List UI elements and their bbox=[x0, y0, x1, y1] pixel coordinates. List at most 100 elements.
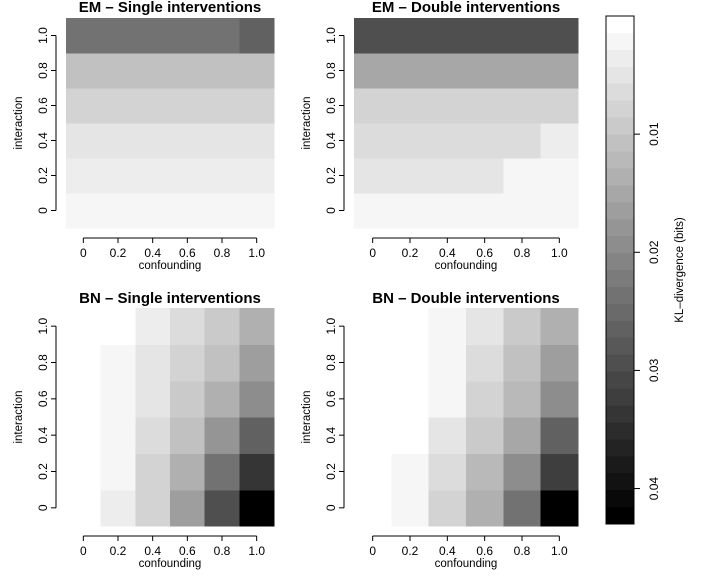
heatmap-cell bbox=[100, 417, 136, 454]
heatmap-cell bbox=[239, 193, 275, 229]
heatmap-cell bbox=[391, 193, 430, 229]
heatmap-cell bbox=[540, 158, 579, 194]
heatmap-cell bbox=[354, 489, 392, 527]
heatmap-cell bbox=[100, 344, 136, 382]
heatmap-cell bbox=[100, 53, 136, 89]
colorbar-swatch bbox=[606, 507, 634, 525]
heatmap-cell bbox=[503, 193, 542, 229]
heatmap-cell bbox=[466, 18, 504, 54]
y-tick-label: 0 bbox=[36, 504, 50, 511]
heatmap-cell bbox=[66, 88, 102, 124]
heatmap-cell bbox=[170, 380, 206, 418]
colorbar-swatch bbox=[606, 473, 634, 491]
colorbar: 0.01 0.02 0.03 0.04 KL–divergence (bits) bbox=[605, 15, 686, 525]
colorbar-swatch bbox=[606, 100, 634, 119]
heatmap-cell bbox=[428, 158, 467, 194]
x-tick-label: 0 bbox=[80, 246, 87, 260]
heatmap-cell bbox=[503, 88, 542, 124]
heatmap-cell bbox=[170, 123, 206, 159]
x-tick-label: 1.0 bbox=[551, 544, 568, 558]
heatmap-cell bbox=[466, 380, 504, 418]
heatmap-cell bbox=[391, 453, 430, 491]
x-tick-label: 0 bbox=[80, 544, 87, 558]
y-tick-label: 0.8 bbox=[36, 354, 50, 371]
heatmap-cell bbox=[66, 489, 102, 527]
heatmap-cell bbox=[428, 88, 467, 124]
heatmap-cell bbox=[204, 453, 240, 491]
heatmap-cell bbox=[204, 18, 240, 54]
x-axis-label: confounding bbox=[435, 558, 498, 570]
x-tick-label: 0.8 bbox=[214, 544, 231, 558]
heatmap-cell bbox=[466, 308, 504, 345]
y-tick-label: 0.6 bbox=[324, 390, 338, 407]
colorbar-swatch bbox=[606, 151, 634, 169]
heatmap-cell bbox=[466, 453, 504, 491]
colorbar-swatch bbox=[606, 439, 634, 457]
heatmap-cell bbox=[428, 193, 467, 229]
heatmap-cell bbox=[100, 158, 136, 194]
heatmap-cell bbox=[466, 193, 504, 229]
colorbar-swatch bbox=[606, 371, 634, 390]
x-tick-label: 0 bbox=[369, 246, 376, 260]
heatmap-cell bbox=[503, 453, 542, 491]
heatmap-cell bbox=[66, 53, 102, 89]
heatmap-cell bbox=[100, 18, 136, 54]
y-axis-label: interaction bbox=[13, 96, 25, 149]
colorbar-swatch bbox=[606, 405, 634, 423]
heatmap-cell bbox=[503, 123, 542, 159]
heatmap-cell bbox=[540, 193, 579, 229]
heatmap-cell bbox=[391, 344, 430, 382]
heatmap-cell bbox=[391, 308, 430, 345]
colorbar-swatch bbox=[606, 16, 634, 34]
heatmap-cell bbox=[466, 88, 504, 124]
heatmap-cell bbox=[540, 88, 579, 124]
heatmap-cell bbox=[354, 123, 392, 159]
colorbar-swatch bbox=[606, 185, 634, 203]
colorbar-swatch bbox=[606, 168, 634, 186]
heatmap-cell bbox=[354, 344, 392, 382]
heatmap-panel-3: BN – Single interventions 0 0.2 0.4 0.6 0.8 1.… bbox=[13, 290, 275, 570]
heatmap-cell bbox=[66, 308, 102, 345]
y-axis-label: interaction bbox=[301, 390, 313, 443]
x-tick-label: 0.2 bbox=[402, 246, 419, 260]
heatmap-cell bbox=[540, 53, 579, 89]
heatmap-cell bbox=[170, 158, 206, 194]
heatmap-cell bbox=[503, 53, 542, 89]
heatmap-cell bbox=[354, 53, 392, 89]
heatmap-cell bbox=[503, 417, 542, 454]
colorbar-swatch bbox=[606, 236, 634, 254]
heatmap-panel-2: EM – Double interventions 0 0.2 0.4 0.6 0.8 1.… bbox=[301, 0, 579, 272]
heatmap-cell bbox=[170, 193, 206, 229]
y-tick-label: 1.0 bbox=[36, 318, 50, 335]
y-tick-label: 0.8 bbox=[36, 62, 50, 79]
heatmap-cell bbox=[135, 344, 171, 382]
y-tick-label: 0.4 bbox=[324, 132, 338, 149]
heatmap-cell bbox=[66, 158, 102, 194]
colorbar-swatch bbox=[606, 388, 634, 406]
colorbar-swatch bbox=[606, 253, 634, 271]
colorbar-swatch bbox=[606, 456, 634, 474]
heatmap-cell bbox=[100, 308, 136, 345]
y-tick-label: 0 bbox=[36, 207, 50, 214]
heatmap-cell bbox=[354, 308, 392, 345]
heatmap-cell bbox=[204, 53, 240, 89]
heatmap-cell bbox=[100, 123, 136, 159]
colorbar-swatch bbox=[606, 66, 634, 85]
x-tick-label: 1.0 bbox=[248, 544, 265, 558]
colorbar-swatch bbox=[606, 337, 634, 356]
heatmap-cell bbox=[170, 453, 206, 491]
x-tick-label: 1.0 bbox=[248, 246, 265, 260]
heatmap-cell bbox=[204, 123, 240, 159]
heatmap-cell bbox=[239, 53, 275, 89]
colorbar-swatch bbox=[606, 490, 634, 508]
colorbar-tick-label: 0.01 bbox=[647, 122, 661, 146]
colorbar-swatch bbox=[606, 320, 634, 339]
heatmap-cell bbox=[170, 489, 206, 527]
heatmap-cell bbox=[540, 453, 579, 491]
heatmap-cell bbox=[354, 88, 392, 124]
y-tick-label: 0.2 bbox=[36, 463, 50, 480]
heatmap-cell bbox=[428, 308, 467, 345]
heatmap-cell bbox=[170, 308, 206, 345]
x-tick-label: 0.2 bbox=[110, 246, 127, 260]
y-tick-label: 1.0 bbox=[36, 27, 50, 44]
